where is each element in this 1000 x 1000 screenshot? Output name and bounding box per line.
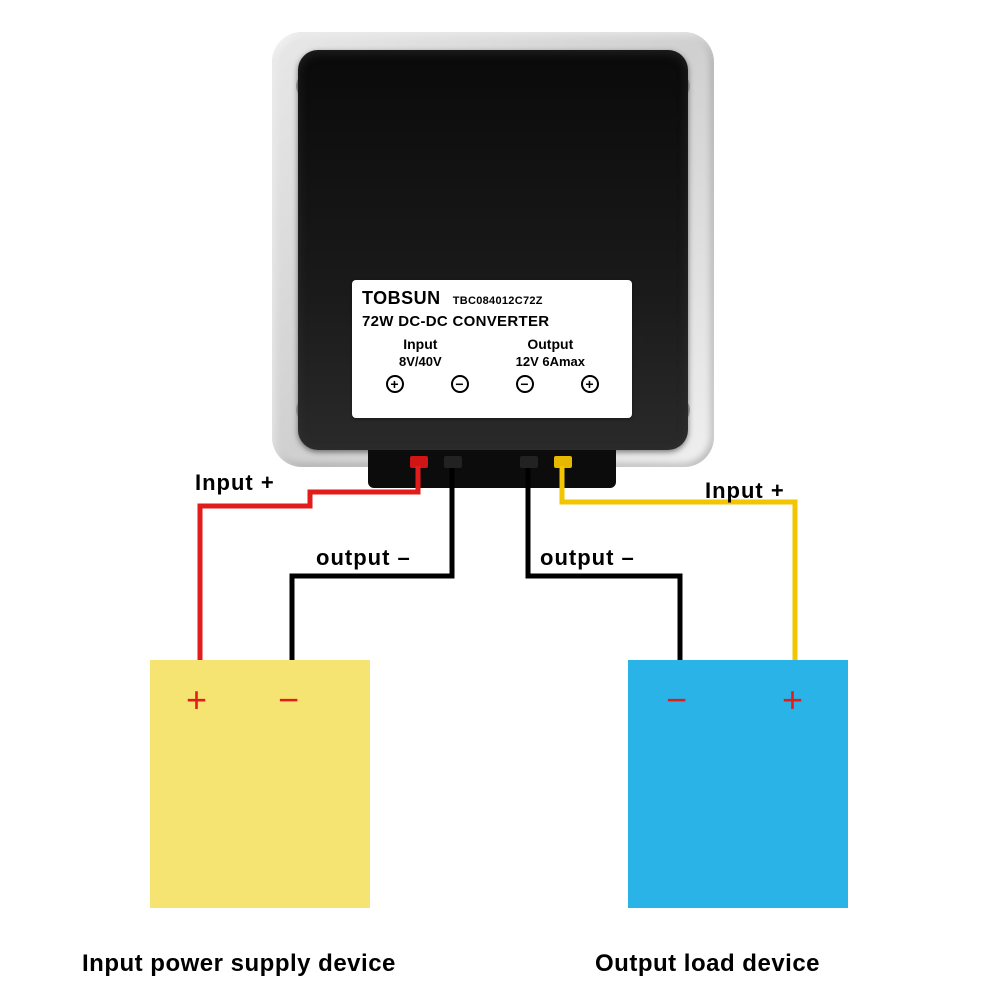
connector-black [444,456,462,468]
output-device-label: Output load device [595,950,820,978]
input-power-supply-device [150,660,370,908]
connector-red [410,456,428,468]
connector-black [520,456,538,468]
brand-text: TOBSUN [362,288,441,309]
output-load-device [628,660,848,908]
batch-code: 1916-10 [639,334,646,363]
polarity-minus-icon: − [451,375,469,393]
output-value: 12V 6Amax [516,354,585,369]
label-output-minus-left: output – [316,545,411,571]
input-header: Input [399,336,442,352]
output-device-minus-icon: − [666,682,687,718]
terminal-block [368,450,616,488]
product-title: 72W DC-DC CONVERTER [362,313,622,330]
polarity-minus-icon: − [516,375,534,393]
polarity-plus-icon: + [581,375,599,393]
converter-label-panel: TOBSUN TBC084012C72Z 72W DC-DC CONVERTER… [352,280,632,418]
output-device-plus-icon: + [782,682,803,718]
input-device-label: Input power supply device [82,950,396,978]
output-header: Output [516,336,585,352]
polarity-plus-icon: + [386,375,404,393]
connector-yellow [554,456,572,468]
input-value: 8V/40V [399,354,442,369]
input-device-minus-icon: − [278,682,299,718]
label-input-plus-right: Input + [705,478,785,504]
label-output-minus-right: output – [540,545,635,571]
model-text: TBC084012C72Z [453,295,543,307]
label-input-plus-left: Input + [195,470,275,496]
input-device-plus-icon: + [186,682,207,718]
